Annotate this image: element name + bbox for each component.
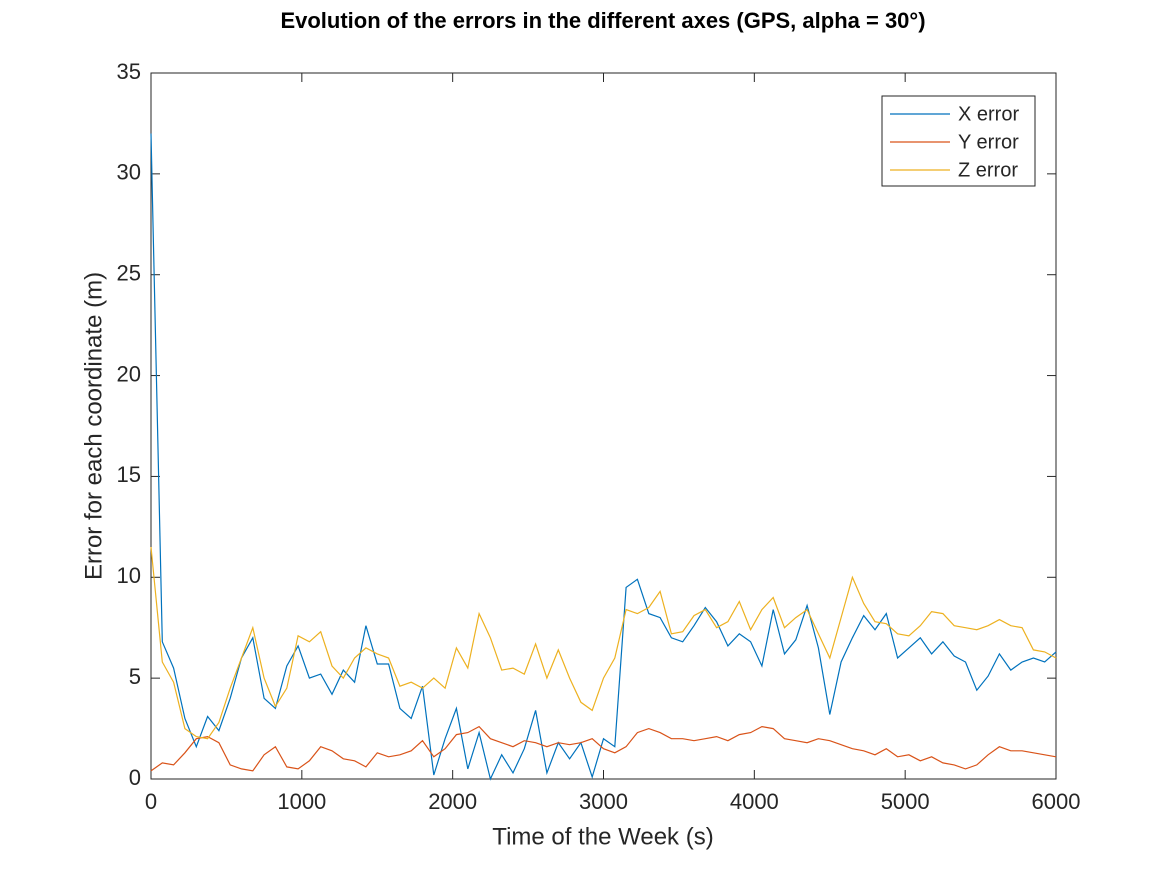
- y-tick-label: 35: [117, 59, 141, 84]
- y-tick-label: 30: [117, 160, 141, 185]
- plot-area: [150, 72, 1057, 780]
- x-tick-label: 3000: [579, 789, 628, 814]
- y-tick-label: 20: [117, 361, 141, 386]
- legend-label: Z error: [958, 159, 1018, 181]
- y-axis-label: Error for each coordinate (m): [80, 272, 107, 580]
- x-tick-label: 0: [145, 789, 157, 814]
- y-tick-label: 10: [117, 563, 141, 588]
- data-line: [150, 133, 1057, 781]
- x-tick-label: 5000: [881, 789, 930, 814]
- legend-box: [881, 95, 1036, 187]
- y-tick-label: 15: [117, 462, 141, 487]
- x-tick-label: 4000: [730, 789, 779, 814]
- y-tick-label: 0: [129, 765, 141, 790]
- data-line: [150, 546, 1057, 740]
- x-tick-label: 1000: [277, 789, 326, 814]
- legend-label: Y error: [958, 131, 1019, 153]
- data-line: [150, 725, 1057, 772]
- legend-label: X error: [958, 103, 1019, 125]
- x-axis-label: Time of the Week (s): [492, 823, 713, 850]
- x-tick-label: 6000: [1032, 789, 1081, 814]
- y-tick-label: 25: [117, 261, 141, 286]
- chart-title: Evolution of the errors in the different…: [280, 8, 925, 33]
- x-tick-label: 2000: [428, 789, 477, 814]
- y-tick-label: 5: [129, 664, 141, 689]
